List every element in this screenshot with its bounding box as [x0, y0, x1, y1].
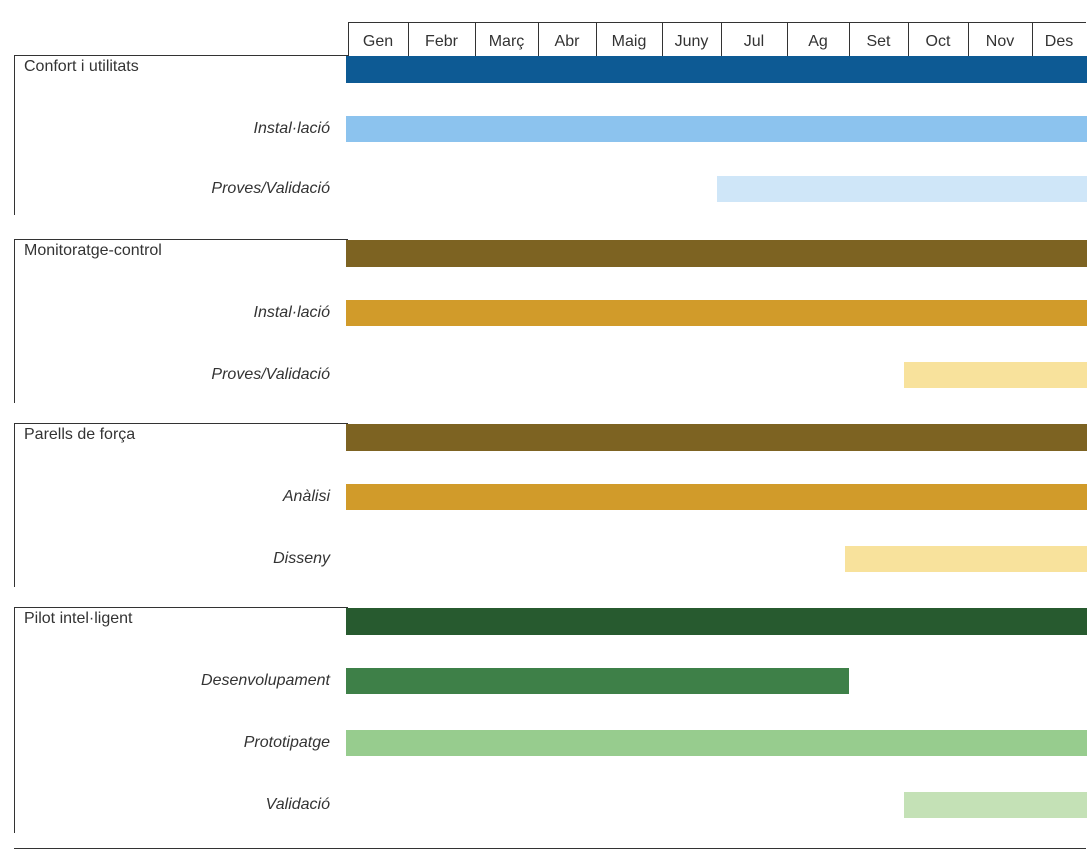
month-header-cell: Set [866, 33, 891, 50]
month-header-cell: Ag [808, 33, 828, 50]
task-bar [717, 176, 1087, 202]
section-top-border [14, 423, 348, 424]
task-label: Instal·lació [253, 304, 330, 321]
month-header-cell: Abr [554, 33, 580, 50]
section-left-border [14, 55, 15, 215]
month-divider [968, 22, 969, 62]
task-bar [845, 546, 1087, 572]
month-header-cell: Juny [674, 33, 709, 50]
section-title: Monitoratge-control [24, 242, 162, 259]
section-summary-bar [346, 424, 1087, 451]
task-bar [346, 484, 1087, 510]
task-label: Desenvolupament [201, 672, 330, 689]
task-label: Prototipatge [243, 734, 330, 751]
task-bar [904, 362, 1087, 388]
month-divider [721, 22, 722, 62]
section-title: Parells de força [24, 426, 136, 443]
section-left-border [14, 423, 15, 587]
month-divider [662, 22, 663, 62]
section-left-border [14, 239, 15, 403]
month-divider [475, 22, 476, 62]
month-divider [538, 22, 539, 62]
task-bar [904, 792, 1087, 818]
task-label: Proves/Validació [211, 180, 330, 197]
section-title: Pilot intel·ligent [24, 610, 133, 627]
month-header-cell: Nov [985, 33, 1015, 50]
task-bar [346, 668, 849, 694]
month-divider [596, 22, 597, 62]
section-title: Confort i utilitats [24, 58, 139, 75]
diagram-bottom-border [14, 848, 1086, 849]
section-summary-bar [346, 56, 1087, 83]
month-header-cell: Jul [743, 33, 765, 50]
section-left-border [14, 607, 15, 833]
month-divider [787, 22, 788, 62]
task-bar [346, 116, 1087, 142]
month-divider [908, 22, 909, 62]
task-label: Anàlisi [282, 488, 330, 505]
month-header-cell: Març [488, 33, 525, 50]
month-divider [849, 22, 850, 62]
month-header-cell: Gen [362, 33, 394, 50]
section-summary-bar [346, 240, 1087, 267]
section-top-border [14, 239, 348, 240]
month-divider [408, 22, 409, 62]
month-header-cell: Febr [425, 33, 458, 50]
section-top-border [14, 607, 348, 608]
month-header-cell: Maig [611, 33, 647, 50]
month-header-cell: Oct [925, 33, 951, 50]
month-header-top-border [348, 22, 1086, 23]
task-label: Instal·lació [253, 120, 330, 137]
task-label: Validació [265, 796, 330, 813]
task-bar [346, 300, 1087, 326]
task-bar [346, 730, 1087, 756]
section-summary-bar [346, 608, 1087, 635]
task-label: Disseny [273, 550, 330, 567]
section-top-border [14, 55, 348, 56]
month-header-cell: Des [1044, 33, 1074, 50]
month-header-left-border [348, 22, 349, 62]
month-divider [1032, 22, 1033, 62]
task-label: Proves/Validació [211, 366, 330, 383]
